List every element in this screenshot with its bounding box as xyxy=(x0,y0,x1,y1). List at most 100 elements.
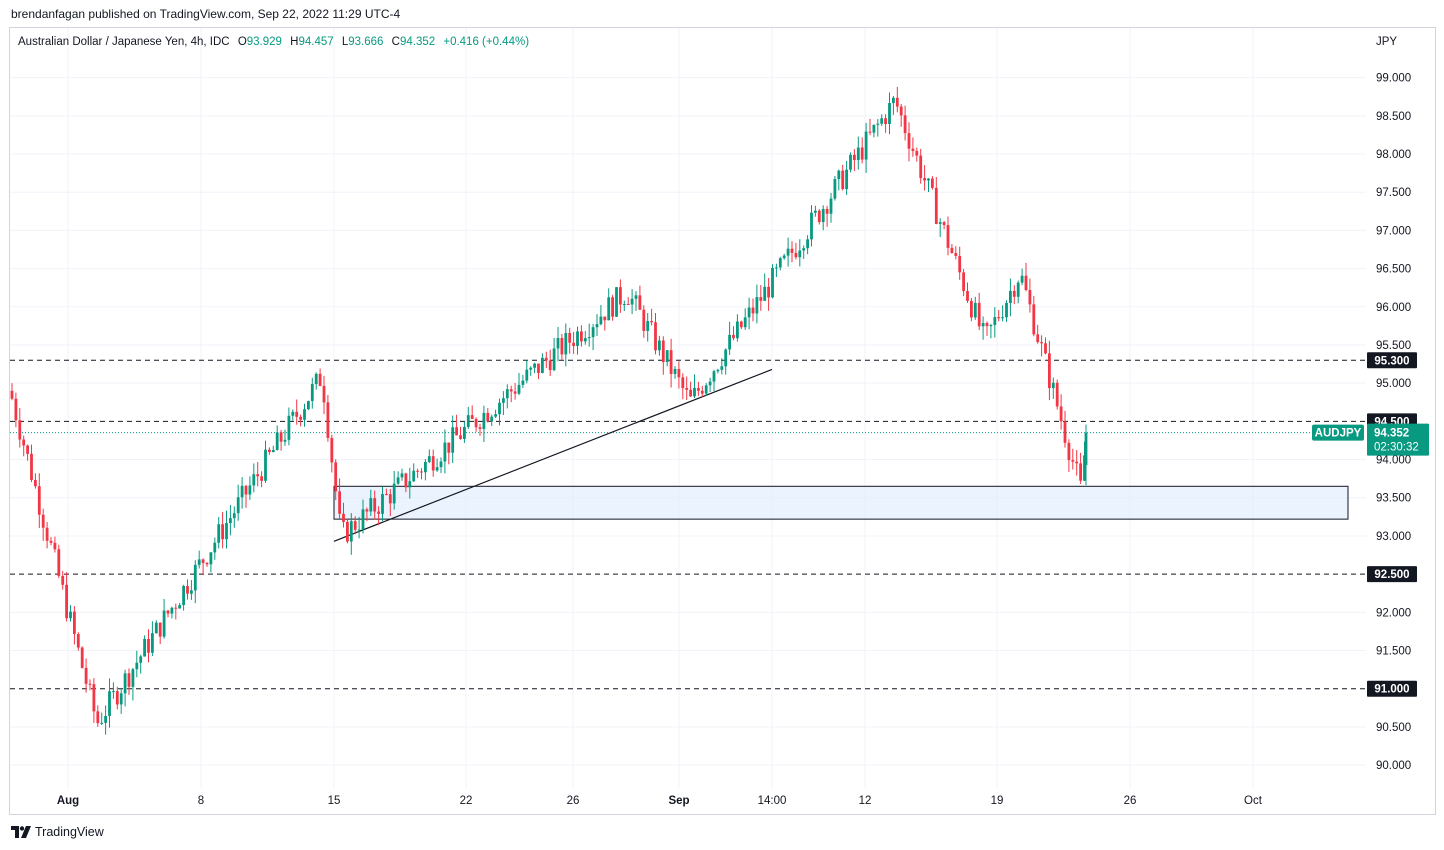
candle[interactable] xyxy=(256,462,260,487)
candle[interactable] xyxy=(950,244,954,254)
candle[interactable] xyxy=(568,327,572,354)
candle[interactable] xyxy=(529,366,533,376)
candle[interactable] xyxy=(466,406,470,429)
candle[interactable] xyxy=(521,374,525,388)
candle[interactable] xyxy=(880,114,884,126)
candle[interactable] xyxy=(533,362,536,374)
candle[interactable] xyxy=(34,473,37,489)
candle[interactable] xyxy=(404,472,408,493)
candle[interactable] xyxy=(310,377,314,409)
candle[interactable] xyxy=(385,488,388,496)
candle[interactable] xyxy=(638,285,642,310)
candle[interactable] xyxy=(599,305,603,326)
candle[interactable] xyxy=(942,220,946,230)
candle[interactable] xyxy=(541,353,544,374)
candle[interactable] xyxy=(49,536,53,546)
candle[interactable] xyxy=(759,285,763,311)
candle[interactable] xyxy=(197,550,201,569)
candle[interactable] xyxy=(271,445,275,453)
candle[interactable] xyxy=(193,560,197,604)
candle[interactable] xyxy=(69,605,72,622)
candle[interactable] xyxy=(478,423,482,436)
candle[interactable] xyxy=(595,314,599,336)
candle[interactable] xyxy=(96,705,100,727)
candle[interactable] xyxy=(845,160,848,195)
candle[interactable] xyxy=(868,118,872,136)
candle[interactable] xyxy=(790,241,794,263)
candle[interactable] xyxy=(80,646,84,669)
candle[interactable] xyxy=(977,292,981,331)
candle[interactable] xyxy=(634,291,638,311)
candle[interactable] xyxy=(771,264,774,299)
candle[interactable] xyxy=(537,363,540,380)
candle[interactable] xyxy=(708,377,712,393)
candle[interactable] xyxy=(174,603,178,620)
candle[interactable] xyxy=(275,425,279,451)
candle[interactable] xyxy=(849,152,852,173)
candle[interactable] xyxy=(650,308,653,326)
candle[interactable] xyxy=(677,361,681,389)
candle[interactable] xyxy=(353,516,357,535)
candle[interactable] xyxy=(997,309,1001,322)
candle[interactable] xyxy=(751,298,755,322)
candle[interactable] xyxy=(377,506,380,526)
candle[interactable] xyxy=(115,686,119,710)
candle[interactable] xyxy=(580,325,583,347)
candle[interactable] xyxy=(104,705,107,735)
candle[interactable] xyxy=(451,415,455,464)
candle[interactable] xyxy=(806,235,809,255)
candle[interactable] xyxy=(22,435,26,457)
candle[interactable] xyxy=(552,337,556,372)
candle[interactable] xyxy=(665,350,669,367)
candle[interactable] xyxy=(1063,410,1067,448)
candle[interactable] xyxy=(338,478,341,520)
candle[interactable] xyxy=(505,384,509,409)
candle[interactable] xyxy=(349,513,353,555)
candle[interactable] xyxy=(57,544,61,579)
candle[interactable] xyxy=(642,305,646,338)
candle[interactable] xyxy=(583,330,587,345)
candle[interactable] xyxy=(10,383,14,401)
candle[interactable] xyxy=(318,368,322,387)
candle[interactable] xyxy=(814,205,817,217)
candle[interactable] xyxy=(108,678,111,728)
candle[interactable] xyxy=(841,164,845,191)
candle[interactable] xyxy=(295,399,299,425)
candle[interactable] xyxy=(876,119,880,137)
candle[interactable] xyxy=(190,580,193,600)
candle[interactable] xyxy=(225,510,228,549)
candle[interactable] xyxy=(65,572,68,622)
candle[interactable] xyxy=(615,286,618,318)
candle[interactable] xyxy=(283,429,287,446)
candle[interactable] xyxy=(993,307,997,338)
candle[interactable] xyxy=(158,622,162,645)
candle[interactable] xyxy=(162,598,166,639)
candle[interactable] xyxy=(151,621,154,656)
candle[interactable] xyxy=(139,654,143,674)
candle[interactable] xyxy=(775,263,778,278)
candle[interactable] xyxy=(899,104,903,127)
candle[interactable] xyxy=(544,351,548,369)
candle[interactable] xyxy=(346,518,349,544)
candle[interactable] xyxy=(981,316,985,340)
candle[interactable] xyxy=(143,635,146,657)
candle[interactable] xyxy=(268,447,271,455)
candle[interactable] xyxy=(112,682,115,699)
candle[interactable] xyxy=(1044,337,1047,355)
candle[interactable] xyxy=(314,372,318,390)
candle[interactable] xyxy=(26,444,29,461)
candle[interactable] xyxy=(279,429,283,451)
candle[interactable] xyxy=(303,403,306,427)
candle[interactable] xyxy=(221,511,224,549)
candle[interactable] xyxy=(474,417,478,432)
candle[interactable] xyxy=(798,239,802,267)
candle[interactable] xyxy=(119,687,123,714)
candle[interactable] xyxy=(560,333,564,360)
candle[interactable] xyxy=(576,326,579,355)
candle[interactable] xyxy=(1036,324,1040,344)
candle[interactable] xyxy=(611,294,614,321)
candle[interactable] xyxy=(689,381,692,397)
candle[interactable] xyxy=(525,360,529,384)
candle[interactable] xyxy=(817,209,821,225)
